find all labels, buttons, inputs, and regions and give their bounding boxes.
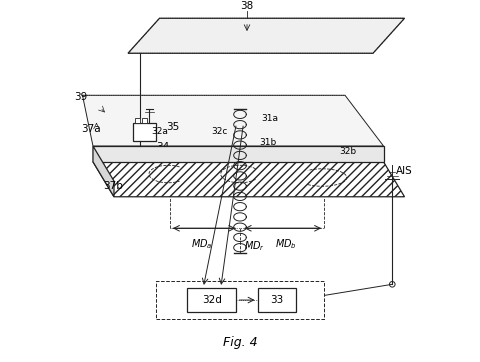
Text: AIS: AIS: [396, 166, 412, 176]
FancyBboxPatch shape: [156, 281, 324, 319]
FancyBboxPatch shape: [142, 118, 147, 123]
Polygon shape: [128, 18, 405, 53]
Text: 32b: 32b: [340, 147, 357, 156]
FancyBboxPatch shape: [257, 288, 296, 312]
Text: 35: 35: [167, 122, 180, 132]
Text: 38: 38: [240, 1, 253, 10]
Text: 32d: 32d: [202, 295, 222, 305]
FancyBboxPatch shape: [133, 123, 156, 141]
Text: 33: 33: [270, 295, 283, 305]
Text: 31a: 31a: [261, 114, 278, 122]
Text: $MD_a$: $MD_a$: [191, 237, 212, 251]
Polygon shape: [83, 95, 384, 146]
FancyBboxPatch shape: [135, 118, 140, 123]
Text: 31b: 31b: [259, 138, 276, 147]
Text: 39: 39: [74, 92, 88, 102]
Text: Fig. 4: Fig. 4: [223, 336, 257, 349]
Polygon shape: [93, 146, 384, 162]
Text: 32c: 32c: [211, 127, 227, 135]
Text: 37b: 37b: [104, 181, 123, 191]
Text: 32a: 32a: [151, 127, 168, 135]
Polygon shape: [93, 162, 405, 197]
Text: 37a: 37a: [81, 123, 100, 134]
FancyBboxPatch shape: [188, 288, 237, 312]
Text: $MD_r$: $MD_r$: [243, 240, 264, 253]
Text: $MD_b$: $MD_b$: [275, 237, 297, 251]
Polygon shape: [93, 146, 114, 197]
Text: 34: 34: [156, 142, 169, 152]
